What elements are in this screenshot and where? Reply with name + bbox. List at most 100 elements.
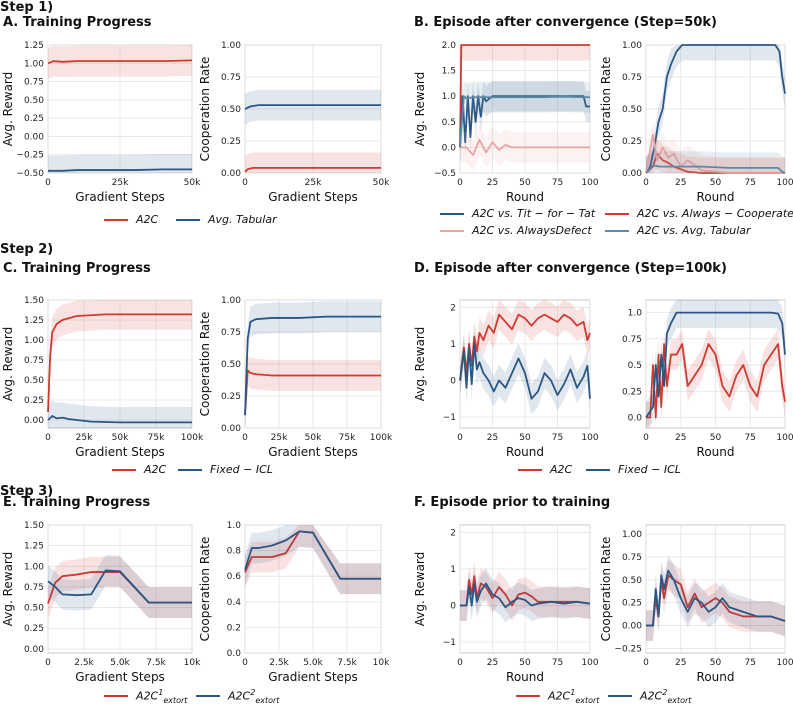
- legend-label: A2C1extort: [548, 688, 600, 705]
- y-tick-label: −0.50: [16, 169, 44, 179]
- x-tick-label: 75k: [148, 433, 165, 443]
- series-line: [645, 164, 786, 174]
- y-tick-label: 1.0: [628, 309, 643, 319]
- legend-label: Fixed − ICL: [618, 463, 681, 476]
- y-tick-label: 1.00: [221, 296, 241, 306]
- y-tick-label: 1: [450, 340, 456, 350]
- series-line: [459, 313, 591, 381]
- y-tick-label: 0.25: [24, 624, 44, 634]
- y-tick-label: 0.75: [622, 553, 642, 563]
- y-tick-label: −0.25: [16, 151, 44, 161]
- y-axis-label: Avg. Reward: [413, 552, 427, 627]
- x-tick-label: 100: [581, 658, 598, 668]
- chart-d-cooperation: 0 25 50 75 100 0.0 0.25 0.5 0.75 1.0 Round: [622, 299, 793, 459]
- x-axis-label: Gradient Steps: [75, 670, 165, 684]
- x-tick-label: 2.5k: [269, 658, 289, 668]
- legend-item-always-cooperate: A2C vs. Always − Cooperate: [605, 207, 793, 220]
- y-tick-label: 0.0: [442, 143, 457, 153]
- legend-label: A2C1extort: [136, 688, 188, 705]
- y-tick-label: 0.50: [622, 105, 642, 115]
- y-tick-label: 1.00: [24, 336, 44, 346]
- legend-item-fixed-icl: Fixed − ICL: [178, 463, 273, 476]
- y-tick-label: 0.50: [221, 105, 241, 115]
- x-axis-label: Gradient Steps: [268, 445, 358, 459]
- series-line: [47, 569, 192, 604]
- series-band: [646, 149, 785, 173]
- series-band: [460, 568, 590, 623]
- series-band: [460, 560, 590, 621]
- y-tick-label: 1: [450, 565, 456, 575]
- y-tick-label: 1.00: [221, 41, 241, 51]
- x-tick-label: 100: [581, 178, 598, 188]
- x-tick-label: 50: [519, 178, 531, 188]
- y-tick-label: 1.00: [622, 41, 642, 51]
- x-tick-label: 0: [242, 433, 248, 443]
- y-tick-label: 0: [450, 376, 456, 386]
- y-axis-label: Cooperation Rate: [599, 57, 613, 162]
- legend-swatch: [440, 212, 464, 215]
- x-tick-label: 25k: [305, 178, 322, 188]
- legend-swatch: [104, 695, 128, 698]
- y-axis-label: Avg. Reward: [413, 327, 427, 402]
- series-band: [646, 328, 785, 428]
- legend-swatch: [196, 695, 220, 698]
- chart-a-reward: 0 25k 50k −0.50 −0.25 0.00 0.25 0.50 0.75 1.00 1.2…: [1, 41, 201, 204]
- series-band: [245, 152, 381, 173]
- y-axis-label: Cooperation Rate: [198, 537, 212, 642]
- legend-label: A2C: [550, 463, 573, 476]
- panel-title-c: C. Training Progress: [3, 261, 151, 276]
- x-tick-label: 25k: [271, 433, 288, 443]
- series-band: [460, 45, 590, 163]
- x-tick-label: 0: [45, 178, 51, 188]
- x-tick-label: 0: [242, 178, 248, 188]
- x-tick-label: 0: [45, 433, 51, 443]
- y-tick-label: 0.6: [227, 572, 242, 582]
- x-tick-label: 2.5k: [74, 658, 94, 668]
- x-tick-label: 100: [776, 178, 793, 188]
- y-tick-label: 0.75: [24, 583, 44, 593]
- y-axis-label: Avg. Reward: [1, 327, 15, 402]
- x-tick-label: 75: [745, 433, 756, 443]
- legend-label: A2C vs. Tit − for − Tat: [472, 207, 596, 220]
- y-tick-label: 0.75: [24, 356, 44, 366]
- series-line: [645, 311, 786, 419]
- y-tick-label: 0.8: [227, 547, 242, 557]
- x-tick-label: 50k: [305, 433, 322, 443]
- y-tick-label: 0.50: [622, 576, 642, 586]
- x-tick-label: 5.0k: [303, 658, 323, 668]
- y-tick-label: 1.50: [24, 296, 44, 306]
- y-tick-label: 0.2: [227, 623, 241, 633]
- x-tick-label: 75: [552, 658, 563, 668]
- series-line: [244, 166, 381, 173]
- legend-label: Fixed − ICL: [210, 463, 273, 476]
- legend-label: A2C: [136, 213, 159, 226]
- x-tick-label: 25k: [76, 433, 93, 443]
- series-line: [244, 530, 381, 580]
- y-tick-label: 0.75: [622, 335, 642, 345]
- legend-item-a2c-extort-2-f: A2C2extort: [608, 688, 691, 705]
- series-line: [244, 315, 381, 416]
- legend-item-a2c-extort-1-f: A2C1extort: [516, 688, 599, 705]
- y-tick-label: 1.25: [24, 41, 44, 51]
- series-band: [460, 80, 590, 163]
- y-tick-label: −1: [443, 638, 456, 648]
- x-tick-label: 25k: [112, 178, 129, 188]
- x-tick-label: 25: [675, 658, 686, 668]
- y-tick-label: 2.0: [442, 41, 457, 51]
- y-tick-label: 0.5: [442, 118, 456, 128]
- series-line: [460, 138, 590, 156]
- series-line: [460, 582, 591, 609]
- y-tick-label: 0.75: [221, 328, 241, 338]
- y-tick-label: 0.75: [24, 78, 44, 88]
- y-tick-label: 0.25: [622, 387, 642, 397]
- legend-label: A2C vs. Always − Cooperate: [637, 207, 793, 220]
- series-band: [646, 559, 785, 641]
- series-band: [646, 45, 785, 173]
- legend-label: A2C: [144, 463, 167, 476]
- series-band: [646, 119, 785, 173]
- x-tick-label: 100: [776, 433, 793, 443]
- x-tick-label: 100: [776, 658, 793, 668]
- legend-swatch: [440, 229, 464, 232]
- legend-item-a2c-extort-2: A2C2extort: [196, 688, 279, 705]
- legend-swatch: [518, 468, 542, 471]
